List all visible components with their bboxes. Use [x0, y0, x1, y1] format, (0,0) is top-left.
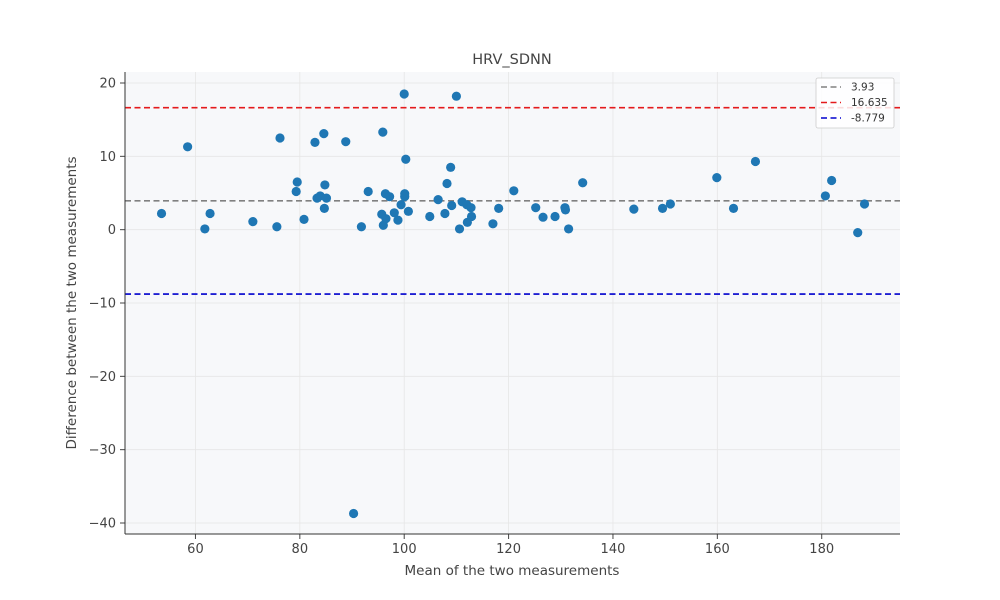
- chart-title: HRV_SDNN: [472, 52, 551, 68]
- data-point: [488, 219, 498, 229]
- legend-label: 16.635: [851, 97, 888, 109]
- data-point: [291, 186, 301, 197]
- legend: 3.93 16.635 -8.779: [815, 77, 895, 129]
- data-point: [205, 208, 215, 219]
- data-point: [396, 200, 406, 210]
- data-point: [425, 211, 435, 222]
- data-point: [403, 206, 413, 216]
- data-point: [629, 204, 639, 214]
- data-point: [319, 129, 329, 139]
- data-point: [440, 208, 450, 219]
- y-tick-label: −40: [89, 517, 116, 532]
- data-point: [442, 178, 452, 189]
- data-point: [728, 203, 739, 213]
- y-tick-label: 10: [99, 150, 116, 165]
- data-point: [578, 178, 588, 188]
- y-tick-label: 0: [108, 223, 116, 238]
- data-point: [433, 195, 443, 205]
- data-point: [466, 211, 477, 222]
- x-tick-label: 80: [292, 542, 309, 557]
- data-point: [399, 89, 409, 99]
- data-point: [389, 208, 399, 218]
- legend-box: [815, 77, 895, 129]
- data-point: [356, 222, 367, 232]
- data-point: [827, 175, 837, 186]
- data-point: [319, 203, 329, 213]
- data-point: [272, 222, 282, 232]
- data-point: [859, 199, 870, 209]
- data-point: [494, 203, 504, 213]
- data-point: [531, 203, 541, 213]
- data-point: [320, 180, 330, 190]
- data-point: [560, 205, 571, 215]
- data-point: [820, 191, 830, 201]
- axes: 60 80 100 120 140 160 180 −40 −30 −20 −10 0 10 20: [89, 72, 900, 557]
- data-point: [348, 508, 359, 519]
- data-point: [321, 193, 332, 203]
- data-point: [657, 203, 668, 213]
- legend-label: 3.93: [851, 82, 874, 94]
- data-point: [248, 217, 258, 227]
- y-axis-label: Difference between the two measurements: [64, 156, 80, 449]
- data-point: [853, 228, 863, 238]
- y-tick-label: 20: [99, 77, 116, 92]
- x-tick-label: 60: [187, 542, 204, 557]
- legend-label: -8.779: [851, 113, 885, 125]
- data-point: [446, 162, 456, 172]
- data-point: [156, 208, 167, 219]
- data-point: [750, 156, 761, 167]
- reference-lines: [125, 106, 900, 295]
- data-point: [292, 177, 302, 187]
- data-point: [341, 137, 351, 147]
- data-point: [564, 224, 574, 234]
- data-points: [156, 89, 870, 519]
- y-tick-label: −20: [89, 370, 116, 385]
- data-point: [310, 137, 320, 147]
- x-tick-label: 160: [705, 542, 730, 557]
- data-point: [712, 173, 722, 183]
- data-point: [401, 154, 411, 164]
- data-point: [451, 91, 461, 101]
- data-point: [454, 224, 465, 234]
- x-tick-label: 120: [496, 542, 521, 557]
- data-point: [183, 142, 193, 152]
- data-point: [384, 192, 395, 202]
- data-point: [363, 186, 373, 197]
- data-point: [393, 215, 403, 225]
- y-tick-label: −10: [89, 297, 116, 312]
- x-tick-label: 140: [601, 542, 626, 557]
- data-point: [378, 127, 388, 137]
- data-point: [538, 212, 548, 222]
- data-point: [447, 200, 457, 211]
- grid: [125, 72, 900, 534]
- data-point: [299, 214, 309, 224]
- x-tick-label: 100: [392, 542, 417, 557]
- x-tick-label: 180: [809, 542, 834, 557]
- data-point: [275, 133, 285, 143]
- data-point: [400, 192, 410, 202]
- data-point: [381, 214, 391, 224]
- y-tick-label: −30: [89, 443, 116, 458]
- data-point: [200, 224, 210, 234]
- data-point: [509, 186, 519, 196]
- data-point: [550, 211, 560, 222]
- data-point: [466, 203, 476, 213]
- data-point: [665, 199, 675, 209]
- x-axis-label: Mean of the two measurements: [405, 563, 620, 579]
